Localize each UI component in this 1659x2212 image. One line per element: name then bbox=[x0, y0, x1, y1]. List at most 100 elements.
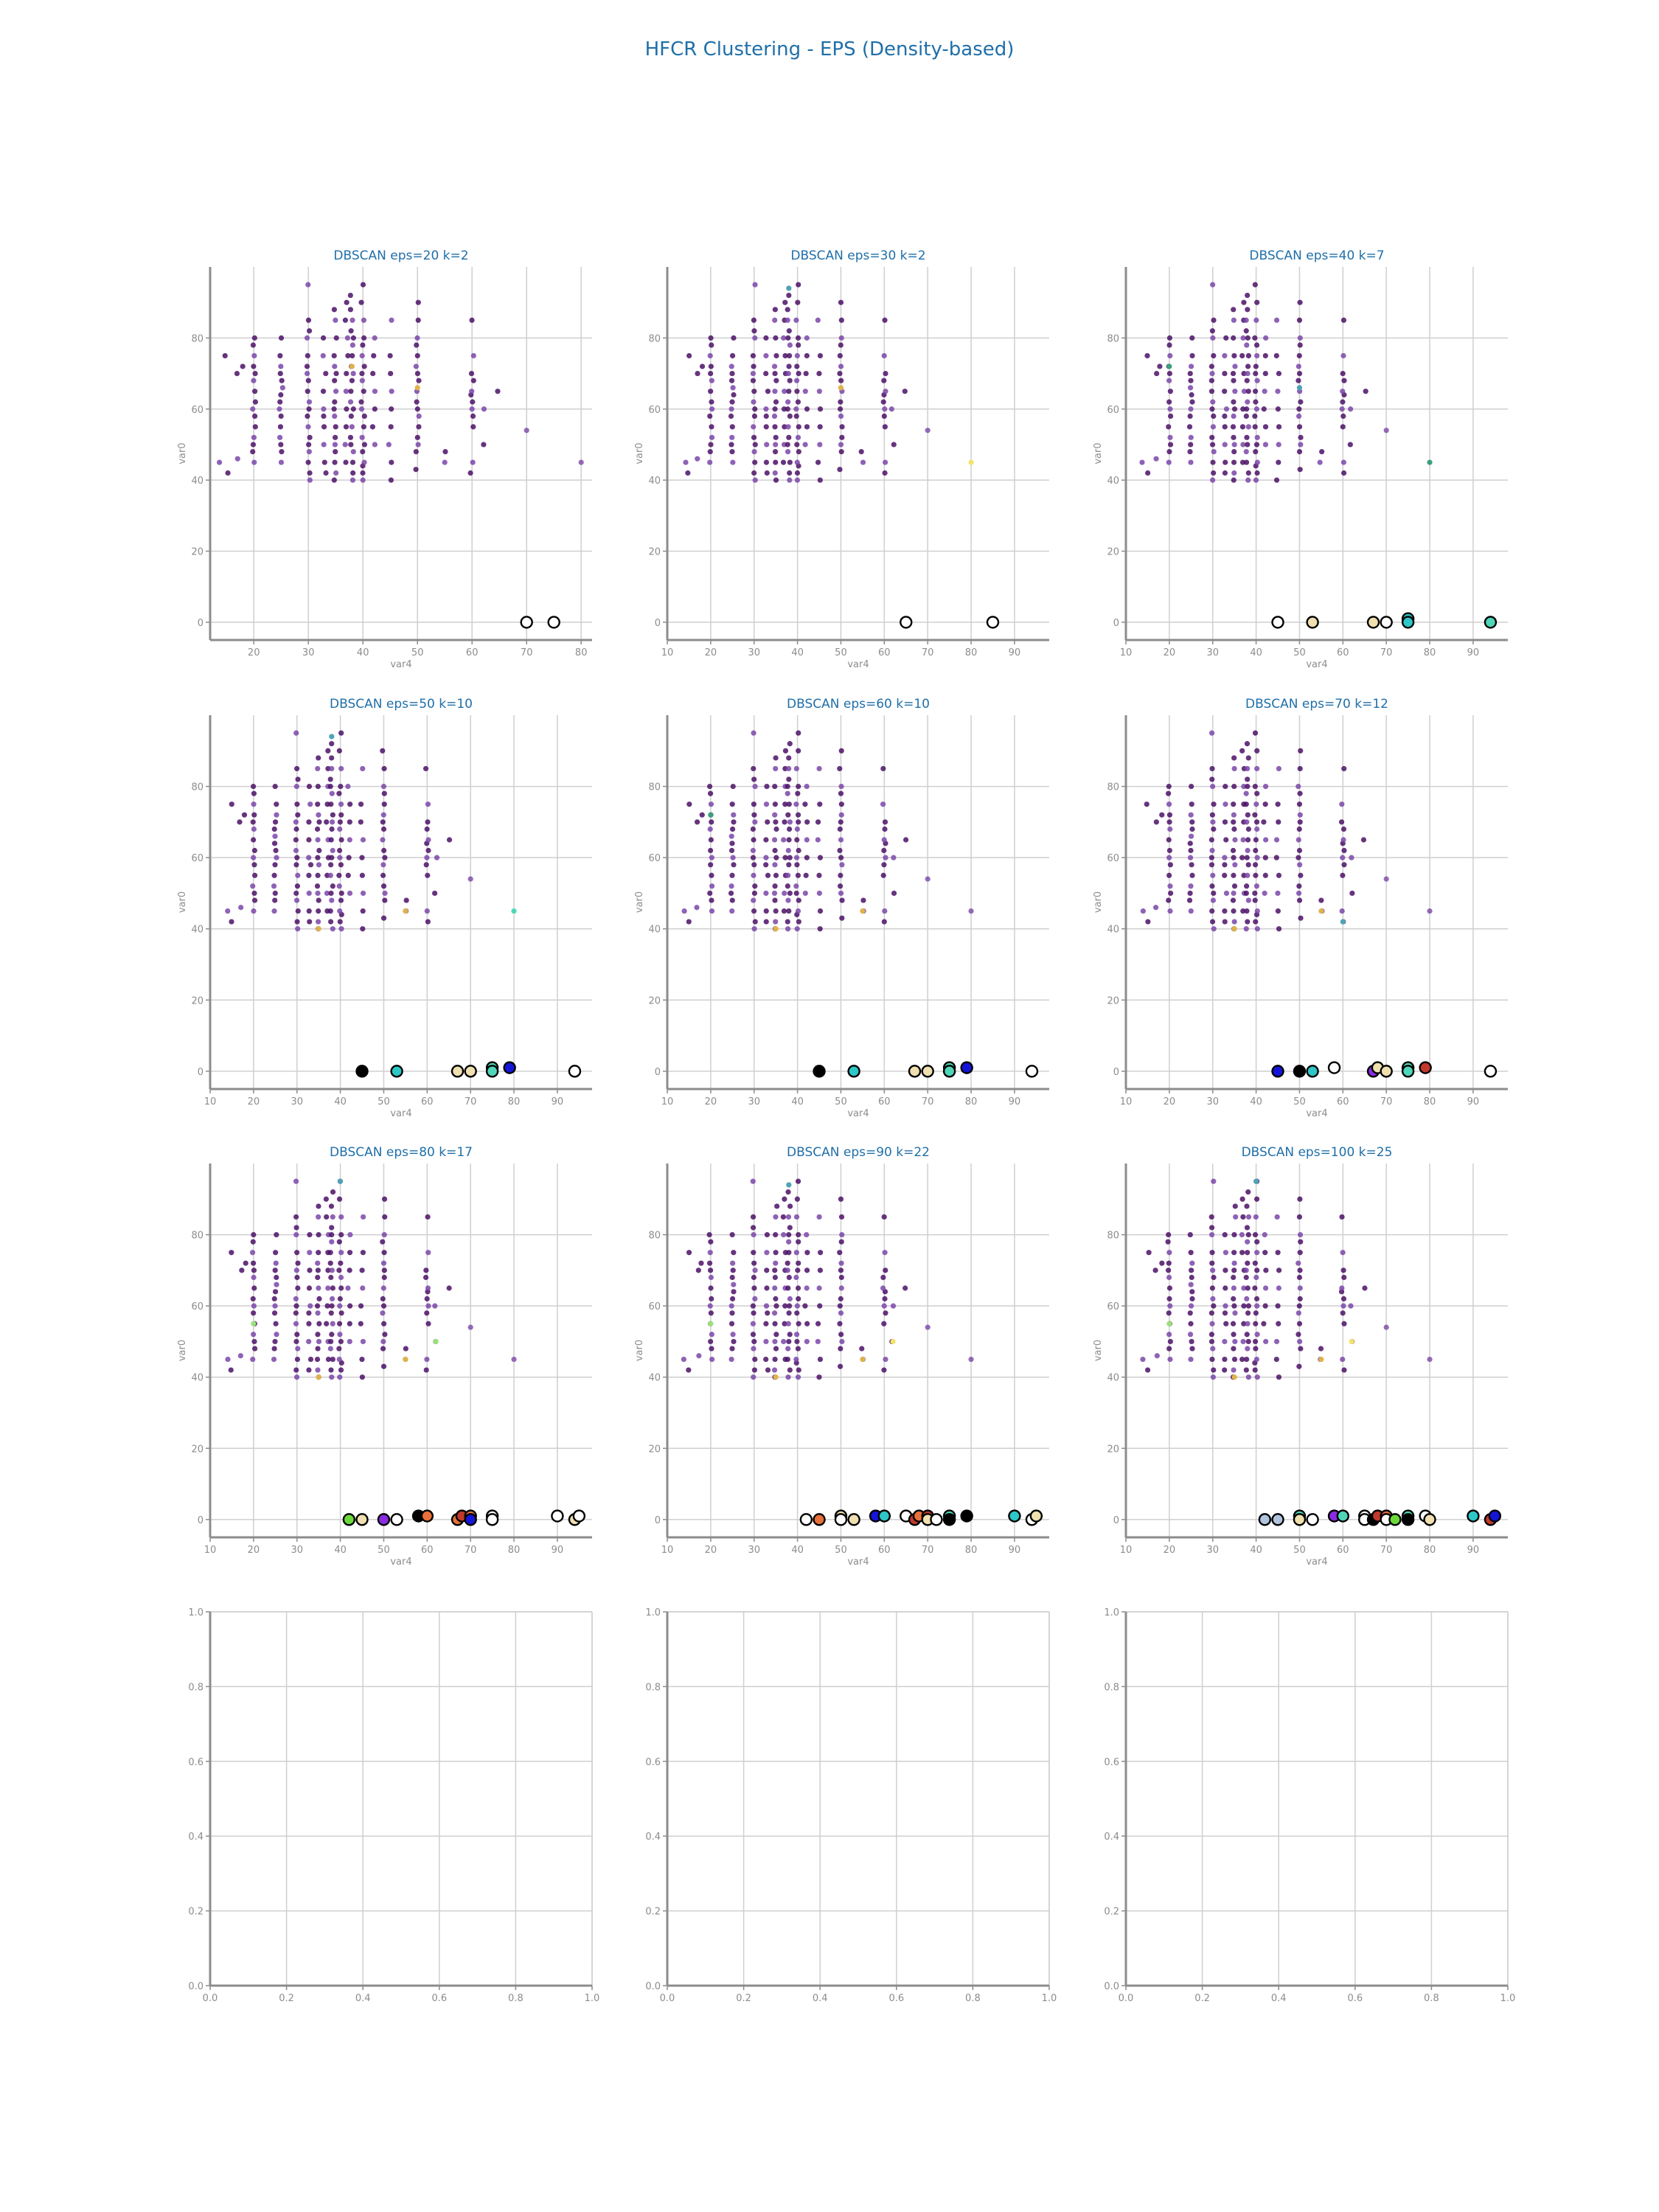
data-point bbox=[731, 1281, 737, 1287]
data-point bbox=[708, 1285, 714, 1291]
data-point bbox=[336, 790, 342, 796]
x-tick-label: 60 bbox=[1337, 1545, 1349, 1556]
data-point bbox=[752, 1356, 758, 1363]
data-point bbox=[771, 1310, 778, 1316]
data-point bbox=[1144, 1367, 1151, 1373]
data-point bbox=[330, 1189, 336, 1195]
data-point bbox=[1244, 1356, 1250, 1363]
data-point bbox=[1254, 1239, 1260, 1245]
x-tick-label: 30 bbox=[748, 647, 760, 658]
data-point bbox=[222, 352, 228, 359]
data-point bbox=[1275, 406, 1281, 412]
data-point bbox=[1166, 1285, 1173, 1291]
x-tick-label: 80 bbox=[1424, 1545, 1436, 1556]
data-point bbox=[380, 872, 386, 878]
data-point bbox=[1208, 1338, 1215, 1345]
cluster-center bbox=[1366, 616, 1380, 629]
data-point bbox=[890, 1303, 897, 1309]
data-point bbox=[707, 459, 713, 465]
data-point-cluster bbox=[403, 1356, 408, 1363]
y-tick-label: 20 bbox=[1107, 995, 1119, 1006]
data-point bbox=[881, 1214, 887, 1220]
data-point bbox=[358, 1303, 364, 1309]
data-point bbox=[314, 883, 321, 889]
subplot-title: DBSCAN eps=60 k=10 bbox=[787, 697, 930, 712]
subplot-10: 0.0 0.2 0.4 0.6 0.8 1.00.00.20.40.60.81.0 bbox=[188, 1607, 599, 2004]
data-point-cluster bbox=[1231, 926, 1237, 932]
data-point bbox=[707, 790, 714, 796]
data-point bbox=[838, 299, 844, 305]
data-point bbox=[349, 459, 356, 465]
data-point bbox=[424, 1310, 430, 1316]
cluster-center bbox=[355, 1513, 369, 1526]
data-point bbox=[763, 919, 769, 925]
cluster-center bbox=[390, 1065, 403, 1078]
data-point bbox=[795, 872, 801, 878]
cluster-center bbox=[568, 1065, 582, 1078]
data-point bbox=[817, 352, 824, 359]
data-point bbox=[1231, 442, 1237, 448]
cluster-center bbox=[1419, 1061, 1432, 1074]
data-point bbox=[1243, 413, 1249, 420]
data-point bbox=[1340, 837, 1346, 843]
data-point bbox=[293, 1367, 299, 1373]
data-point bbox=[881, 837, 887, 843]
data-point bbox=[838, 1295, 844, 1302]
data-point bbox=[347, 837, 352, 843]
data-point bbox=[425, 801, 431, 807]
data-point bbox=[1146, 1250, 1152, 1256]
data-point bbox=[1275, 801, 1281, 807]
data-point bbox=[315, 1367, 321, 1373]
x-tick-label: 30 bbox=[1206, 647, 1219, 658]
data-point bbox=[858, 448, 864, 455]
data-point bbox=[1208, 1225, 1215, 1231]
data-point bbox=[773, 826, 779, 832]
data-point bbox=[495, 389, 501, 394]
data-point bbox=[1223, 837, 1229, 843]
data-point bbox=[709, 378, 714, 383]
data-point bbox=[765, 1310, 771, 1316]
subplot-11: 0.0 0.2 0.4 0.6 0.8 1.00.00.20.40.60.81.0 bbox=[645, 1607, 1057, 2004]
data-point bbox=[361, 424, 366, 430]
data-point bbox=[1189, 826, 1195, 832]
data-point bbox=[804, 424, 810, 430]
data-point bbox=[787, 890, 793, 897]
data-point bbox=[773, 1214, 779, 1220]
data-point bbox=[1187, 1310, 1193, 1316]
data-point bbox=[422, 1274, 429, 1281]
data-point bbox=[1208, 837, 1214, 843]
data-point bbox=[795, 908, 801, 914]
data-point bbox=[1166, 378, 1172, 383]
y-tick-label: 0.6 bbox=[188, 1757, 204, 1768]
data-point bbox=[817, 926, 823, 932]
x-tick-label: 70 bbox=[1380, 1096, 1393, 1107]
data-point bbox=[1273, 317, 1280, 323]
data-point bbox=[880, 1285, 886, 1291]
data-point bbox=[1245, 783, 1251, 790]
data-point bbox=[338, 730, 344, 736]
cluster-center bbox=[1484, 616, 1498, 629]
data-point bbox=[794, 826, 800, 832]
data-point bbox=[730, 855, 736, 860]
data-point bbox=[314, 1303, 321, 1309]
data-point bbox=[804, 1267, 810, 1273]
data-point bbox=[837, 883, 844, 889]
cluster-center bbox=[877, 1509, 891, 1523]
x-tick-label: 10 bbox=[1120, 1545, 1133, 1556]
data-point bbox=[1210, 477, 1216, 483]
data-point bbox=[902, 1285, 908, 1291]
data-point bbox=[306, 406, 312, 412]
data-point bbox=[1222, 370, 1228, 377]
y-axis-label: var0 bbox=[177, 1340, 188, 1361]
data-point bbox=[782, 389, 787, 394]
data-point bbox=[1298, 399, 1304, 405]
data-point bbox=[305, 424, 311, 430]
data-point bbox=[728, 847, 735, 854]
data-point bbox=[1253, 442, 1260, 448]
data-point bbox=[330, 1285, 335, 1291]
data-point bbox=[329, 897, 335, 903]
data-point bbox=[1245, 442, 1251, 448]
data-point bbox=[728, 364, 734, 369]
